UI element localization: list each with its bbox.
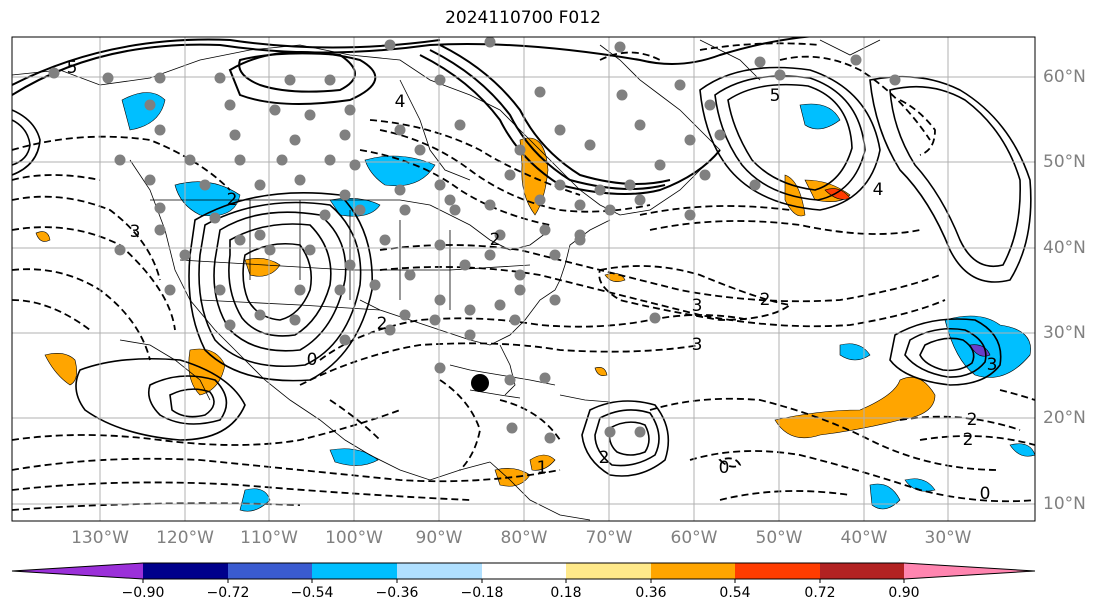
plot-title: 2024110700 F012 [445, 8, 601, 28]
contour-label: 2 [227, 190, 238, 210]
colorbar-tick: −0.18 [460, 585, 504, 601]
colorbar-tick: −0.90 [121, 585, 165, 601]
contour-label: 2 [967, 410, 978, 430]
colorbar [11, 562, 1036, 583]
lon-label: 110°W [240, 528, 298, 548]
lat-label: 10°N [1043, 494, 1086, 514]
contour-label: 2 [963, 430, 974, 450]
contour-label: 3 [987, 355, 998, 375]
lat-lon-grid [12, 37, 1035, 521]
contour-labels: 5 4 3 2 3 2 3 0 2 5 4 3 2 1 2 0 2 0 2 [67, 58, 998, 504]
lon-label: 80°W [500, 528, 548, 548]
lat-label: 20°N [1043, 408, 1086, 428]
lat-label: 30°N [1043, 323, 1086, 343]
contour-label: 4 [873, 180, 884, 200]
storm-center-marker [471, 374, 489, 392]
lon-label: 30°W [924, 528, 972, 548]
station-markers [48, 37, 901, 444]
contour-label: 5 [67, 58, 78, 78]
contour-label: 3 [692, 296, 703, 316]
lon-label: 100°W [325, 528, 383, 548]
shading-layer [35, 92, 1035, 512]
lat-label: 50°N [1043, 152, 1086, 172]
lon-label: 50°W [755, 528, 803, 548]
lat-label: 40°N [1043, 238, 1086, 258]
colorbar-tick: 0.90 [888, 585, 920, 601]
colorbar-tick: −0.54 [290, 585, 334, 601]
lon-label: 60°W [670, 528, 718, 548]
colorbar-tick: 0.36 [635, 585, 667, 601]
contour-label: 2 [490, 230, 501, 250]
colorbar-tick: 0.18 [550, 585, 582, 601]
contour-label: 0 [719, 458, 730, 478]
colorbar-tick: 0.72 [804, 585, 836, 601]
colorbar-tick: −0.36 [375, 585, 419, 601]
contour-label: 0 [307, 350, 318, 370]
lat-label: 60°N [1043, 67, 1086, 87]
contour-label: 2 [377, 314, 388, 334]
contour-label: 0 [980, 484, 991, 504]
contour-label: 3 [130, 222, 141, 242]
contour-label: 1 [537, 458, 548, 478]
contour-label: 2 [599, 448, 610, 468]
colorbar-tick: −0.72 [206, 585, 250, 601]
contour-label: 4 [395, 92, 406, 112]
contour-label: 2 [760, 290, 771, 310]
colorbar-tick: 0.54 [719, 585, 751, 601]
lon-label: 40°W [840, 528, 888, 548]
map-frame [11, 36, 1036, 522]
contour-label: 3 [692, 335, 703, 355]
lon-label: 70°W [585, 528, 633, 548]
lon-label: 120°W [156, 528, 214, 548]
lon-label: 130°W [71, 528, 129, 548]
lon-label: 90°W [415, 528, 463, 548]
contour-label: 5 [770, 86, 781, 106]
